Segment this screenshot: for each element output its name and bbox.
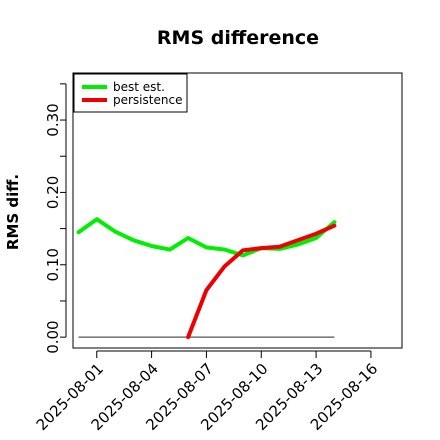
y-axis: 0.00 0.10 0.20 0.30: [44, 83, 67, 354]
legend-box: [73, 73, 188, 113]
plot-frame: [72, 72, 403, 349]
y-axis-label: RMS diff.: [4, 174, 22, 250]
series-line-persistence: [186, 223, 337, 340]
series-layer: [76, 217, 337, 340]
legend: best est.persistence: [73, 73, 188, 113]
legend-label-persistence: persistence: [113, 93, 182, 107]
series-line-best-est: [76, 217, 337, 258]
y-tick-label: 0.20: [44, 176, 62, 209]
x-axis: 2025-08-012025-08-042025-08-072025-08-10…: [33, 350, 381, 434]
legend-label-best-est: best est.: [113, 80, 165, 94]
y-tick-label: 0.00: [44, 320, 62, 353]
chart-title: RMS difference: [157, 27, 319, 49]
y-tick-label: 0.10: [44, 248, 62, 281]
y-tick-label: 0.30: [44, 103, 62, 136]
